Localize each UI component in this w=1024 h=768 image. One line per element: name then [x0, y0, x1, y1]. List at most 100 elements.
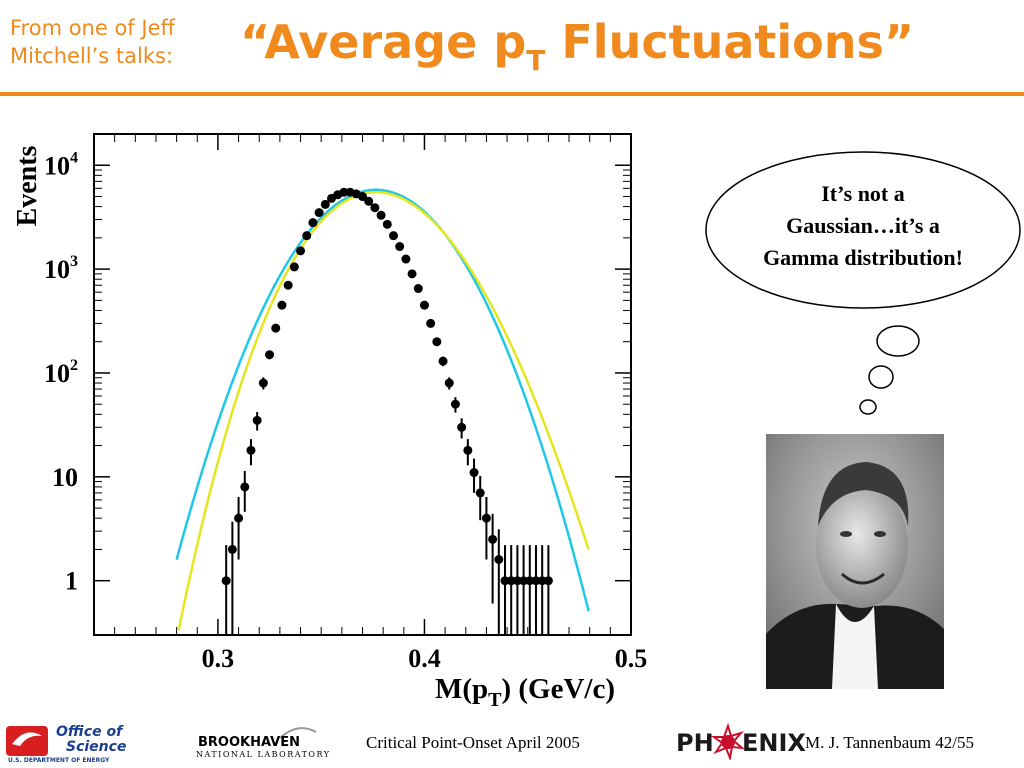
title-rule [0, 92, 1024, 96]
doe-line-2: Science [66, 739, 126, 755]
phenix-star-icon [711, 722, 746, 760]
data-point [370, 203, 380, 213]
y-axis-label: Events [12, 145, 43, 226]
doe-logo-mark [6, 726, 48, 756]
x-tick-label: 0.3 [202, 644, 235, 673]
y-tick-label-exponent: 3 [70, 253, 78, 270]
y-tick-label-base: 10 [44, 255, 70, 284]
y-tick-label: 104 [44, 149, 78, 180]
doe-logo-swirl [12, 732, 42, 746]
doe-line-3: U.S. DEPARTMENT OF ENERGY [8, 757, 110, 764]
data-point [302, 231, 312, 241]
data-point [519, 576, 529, 586]
data-point [481, 513, 491, 523]
data-point [283, 280, 293, 290]
thought-bubble [705, 151, 1021, 309]
brookhaven-logo: BROOKHAVEN NATIONAL LABORATORY [196, 727, 330, 759]
data-point [314, 208, 324, 218]
data-point [277, 300, 287, 310]
x-axis-ticks: 0.3 0.4 0.5 [114, 134, 648, 673]
data-point [289, 262, 299, 272]
data-point [240, 482, 250, 492]
data-point [407, 269, 417, 279]
data-point [463, 445, 473, 455]
x-tick-label: 0.5 [615, 644, 648, 673]
fit-curve-gaussian [175, 188, 590, 612]
data-point [537, 576, 547, 586]
data-point [227, 544, 237, 554]
title-end: Fluctuations” [545, 15, 915, 69]
footer-center-text: Critical Point-Onset April 2005 [366, 733, 580, 752]
thought-circle-large [876, 325, 920, 357]
fit-curve-gamma [177, 190, 590, 631]
data-point [246, 445, 256, 455]
x-tick-label: 0.4 [408, 644, 441, 673]
thought-bubble-outline [705, 151, 1021, 309]
phenix-right: ENIX [742, 729, 806, 757]
data-point [494, 554, 504, 564]
portrait-photo [766, 434, 944, 689]
intro-line-2: Mitchell’s talks: [10, 44, 174, 68]
author-page-number: M. J. Tannenbaum 42/55 [805, 733, 974, 752]
plot-frame [93, 133, 632, 636]
doe-office-of-science-logo: Office of Science U.S. DEPARTMENT OF ENE… [6, 724, 126, 764]
data-point [271, 323, 281, 333]
y-tick-label: 103 [44, 253, 78, 284]
data-point [395, 242, 405, 252]
brookhaven-line-1: BROOKHAVEN [198, 735, 300, 750]
data-point [426, 318, 436, 328]
x-axis-label-end: ) (GeV/c) [501, 673, 615, 705]
thought-circle-small [859, 399, 877, 415]
data-point [358, 192, 367, 202]
data-point [438, 356, 448, 366]
data-point [339, 187, 349, 197]
photo-face [816, 484, 908, 608]
photo-eye-right [874, 531, 886, 537]
data-point [475, 488, 485, 498]
data-point [457, 422, 467, 432]
y-tick-label-base: 10 [44, 359, 70, 388]
brookhaven-line-2: NATIONAL LABORATORY [196, 750, 330, 759]
data-point [432, 337, 442, 347]
data-point [388, 231, 398, 241]
photo-hair [818, 462, 909, 526]
y-tick-label: 102 [44, 357, 78, 388]
bubble-line-1: It’s not a [821, 181, 905, 206]
x-axis-label: M(pT) (GeV/c) [435, 673, 615, 711]
data-point [500, 576, 510, 586]
data-point [376, 210, 386, 220]
data-point [419, 300, 429, 310]
doe-line-1: Office of [56, 724, 124, 740]
data-point [543, 576, 553, 586]
brookhaven-swoosh [279, 727, 317, 739]
data-point [444, 378, 454, 388]
data-point [488, 534, 498, 544]
data-point [234, 513, 244, 523]
data-point [469, 468, 479, 478]
y-tick-label: 1 [65, 567, 78, 596]
slide-title: “Average pT Fluctuations” [240, 14, 914, 77]
y-tick-label-base: 1 [65, 567, 78, 596]
photo-smile [840, 572, 885, 585]
data-point [525, 576, 535, 586]
y-tick-label-exponent: 4 [70, 149, 78, 166]
data-point [252, 415, 262, 425]
data-point [450, 399, 460, 409]
thought-bubble-text: It’s not a Gaussian…it’s a Gamma distrib… [704, 178, 1022, 274]
photo-shirt [832, 604, 878, 689]
data-point [382, 219, 392, 229]
title-subscript: T [526, 44, 546, 77]
phenix-logo: PH ENIX [676, 722, 806, 760]
y-tick-label: 10 [52, 463, 78, 492]
data-point [506, 576, 516, 586]
thought-trail [859, 325, 920, 415]
data-point [401, 254, 411, 264]
intro-text: From one of Jeff Mitchell’s talks: [10, 14, 175, 70]
fit-curves [175, 188, 590, 631]
y-tick-label-exponent: 2 [70, 357, 78, 374]
data-point [265, 350, 275, 360]
intro-line-1: From one of Jeff [10, 16, 175, 40]
data-point [296, 246, 306, 256]
data-point [531, 576, 541, 586]
